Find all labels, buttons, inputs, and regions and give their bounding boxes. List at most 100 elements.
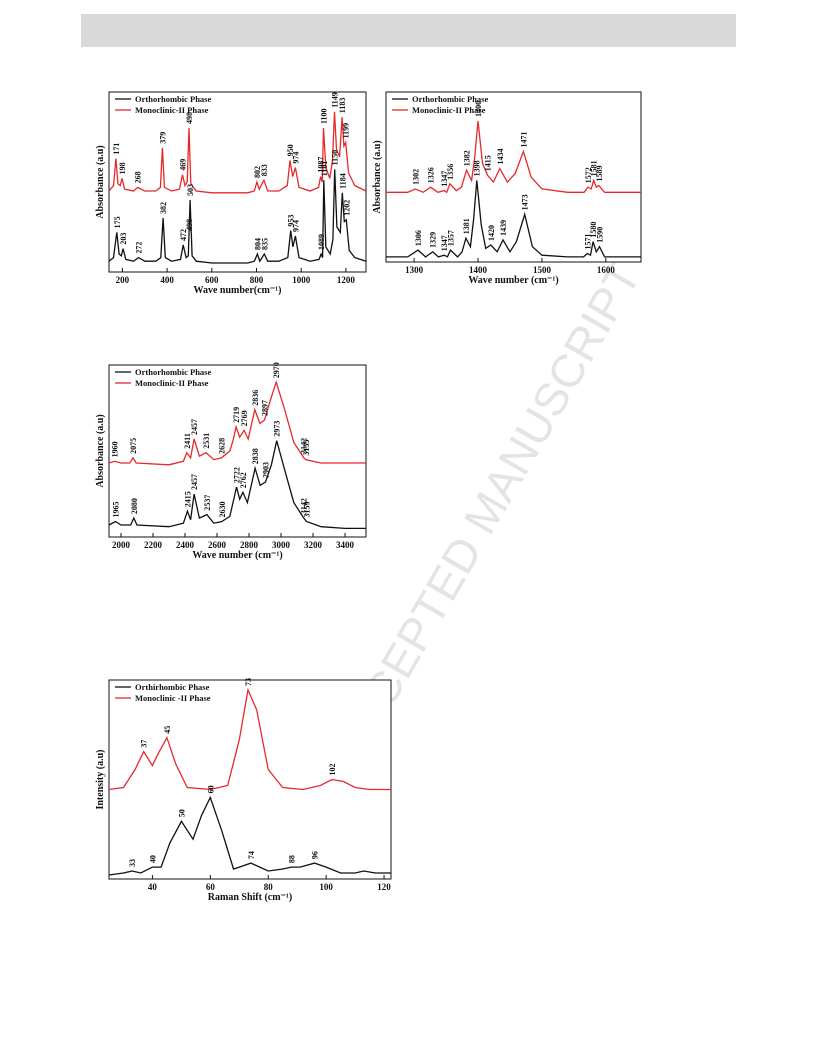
peak-label: 833 bbox=[260, 164, 269, 176]
peak-label: 198 bbox=[118, 162, 127, 174]
spectrum-line bbox=[109, 440, 366, 530]
peak-label: 1589 bbox=[595, 166, 604, 182]
peak-label: 1590 bbox=[595, 227, 604, 243]
x-tick-label: 800 bbox=[250, 275, 264, 285]
peak-label: 379 bbox=[158, 132, 167, 144]
peak-label: 1400 bbox=[474, 101, 483, 117]
peak-label: 1381 bbox=[462, 218, 471, 234]
peak-label: 1149 bbox=[330, 92, 339, 108]
peak-label: 2531 bbox=[202, 433, 211, 449]
peak-label: 272 bbox=[134, 242, 143, 254]
peak-label: 503 bbox=[186, 184, 195, 196]
x-axis-label: Raman Shift (cm⁻¹) bbox=[208, 892, 292, 903]
legend-label: Monoclinic-II Phase bbox=[135, 105, 209, 115]
legend-label: Monoclinic-II Phase bbox=[135, 378, 209, 388]
peak-label: 950 bbox=[286, 144, 295, 156]
peak-label: 2630 bbox=[218, 502, 227, 518]
peak-label: 1329 bbox=[429, 232, 438, 248]
peak-label: 1415 bbox=[484, 155, 493, 171]
peak-label: 1347 bbox=[440, 171, 449, 187]
x-tick-label: 1300 bbox=[405, 265, 424, 275]
spectrum-line bbox=[109, 111, 366, 194]
y-axis-label: Absorbance (a.u) bbox=[95, 414, 106, 487]
peak-label: 1347 bbox=[440, 235, 449, 251]
peak-label: 2411 bbox=[183, 433, 192, 449]
x-tick-label: 3000 bbox=[272, 540, 291, 550]
chart: 40 60 80 100 120 Raman Shift (cm⁻¹) Intensity … bbox=[95, 678, 392, 903]
x-tick-label: 80 bbox=[264, 882, 274, 892]
y-axis-label: Absorbance (a.u) bbox=[95, 145, 106, 218]
plot bbox=[386, 120, 641, 258]
peak-label: 498 bbox=[185, 112, 194, 124]
x-tick-label: 1500 bbox=[533, 265, 552, 275]
peak-label: 40 bbox=[148, 855, 157, 863]
plot bbox=[109, 111, 366, 264]
plot-area bbox=[108, 679, 392, 880]
x-tick-label: 3200 bbox=[304, 540, 323, 550]
peak-label: 1101 bbox=[320, 161, 329, 177]
peak-label: 974 bbox=[291, 220, 300, 232]
x-axis-label: Wave number (cm⁻¹) bbox=[468, 275, 558, 286]
peak-label: 1571 bbox=[583, 234, 592, 250]
legend-label: Orthorhombic Phase bbox=[135, 94, 211, 104]
peak-label: 1960 bbox=[111, 441, 120, 457]
peak-label: 102 bbox=[328, 764, 337, 776]
plot-area bbox=[108, 364, 367, 538]
peak-label: 2903 bbox=[262, 462, 271, 478]
peak-label: 175 bbox=[113, 216, 122, 228]
peak-label: 2415 bbox=[183, 491, 192, 507]
x-tick-label: 3400 bbox=[336, 540, 355, 550]
peak-label: 2970 bbox=[272, 362, 281, 378]
peak-label: 1089 bbox=[317, 234, 326, 250]
peak-label: 60 bbox=[206, 785, 215, 793]
peak-label: 804 bbox=[253, 238, 262, 250]
chart: 200 400 600 800 1000 1200 Wave number(cm⁻¹) Abs… bbox=[95, 91, 367, 296]
peak-label: 1184 bbox=[338, 173, 347, 189]
peak-label: 1202 bbox=[342, 200, 351, 216]
peak-label: 2457 bbox=[190, 474, 199, 490]
plot bbox=[109, 687, 391, 876]
peak-label: 469 bbox=[179, 159, 188, 171]
peak-label: 2075 bbox=[129, 438, 138, 454]
peak-label: 1326 bbox=[427, 167, 436, 183]
peak-label: 96 bbox=[311, 851, 320, 859]
y-axis-label: Absorbance (a.u) bbox=[372, 140, 383, 213]
plot bbox=[109, 380, 366, 530]
peak-label: 1302 bbox=[411, 169, 420, 185]
peak-label: 1150 bbox=[331, 150, 340, 166]
x-tick-label: 1600 bbox=[597, 265, 616, 275]
peak-label: 472 bbox=[179, 229, 188, 241]
peak-label: 953 bbox=[287, 215, 296, 227]
x-tick-label: 600 bbox=[205, 275, 219, 285]
spectrum-line bbox=[109, 380, 366, 466]
spectrum-line bbox=[386, 180, 641, 258]
peak-label: 1199 bbox=[342, 123, 351, 139]
peak-label: 974 bbox=[291, 152, 300, 164]
peak-label: 3159 bbox=[302, 502, 311, 518]
x-tick-label: 200 bbox=[116, 275, 130, 285]
legend-label: Monoclinic -II Phase bbox=[135, 693, 211, 703]
peak-label: 498 bbox=[185, 219, 194, 231]
peak-label: 3142 bbox=[300, 438, 309, 454]
peak-label: 1434 bbox=[496, 149, 505, 165]
peak-label: 2719 bbox=[232, 407, 241, 423]
x-tick-label: 2400 bbox=[176, 540, 195, 550]
plot-area bbox=[385, 91, 642, 263]
peak-label: 2722 bbox=[233, 467, 242, 483]
legend-label: Orthorhombic Phase bbox=[135, 367, 211, 377]
peak-label: 33 bbox=[128, 859, 137, 867]
peak-label: 2897 bbox=[261, 400, 270, 416]
peak-label: 50 bbox=[177, 809, 186, 817]
peak-label: 1572 bbox=[584, 167, 593, 183]
peak-label: 2836 bbox=[251, 390, 260, 406]
peak-label: 203 bbox=[119, 233, 128, 245]
peak-label: 2628 bbox=[217, 438, 226, 454]
header-bar bbox=[81, 14, 736, 47]
peak-label: 1087 bbox=[317, 157, 326, 173]
x-tick-label: 2600 bbox=[208, 540, 227, 550]
chart: 1300 1400 1500 1600 Wave number (cm⁻¹) Absorb… bbox=[372, 91, 642, 286]
spectrum-line bbox=[386, 120, 641, 194]
peak-label: 2973 bbox=[273, 421, 282, 437]
peak-label: 1471 bbox=[519, 132, 528, 148]
